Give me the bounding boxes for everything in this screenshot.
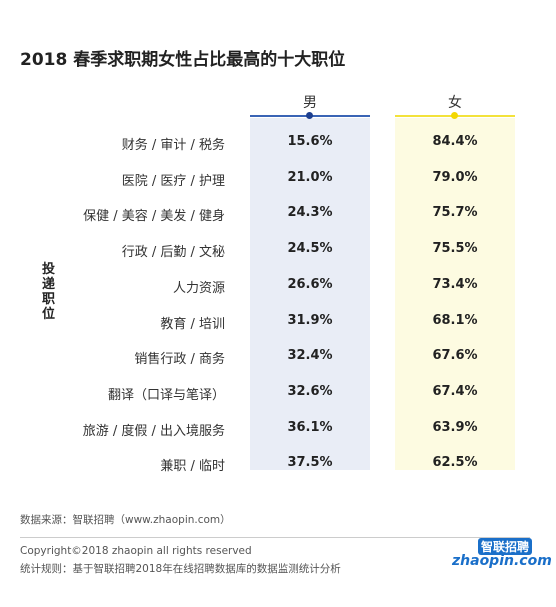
- cell: 68.1%: [432, 312, 478, 328]
- cell: 67.6%: [432, 348, 478, 364]
- header-dot: [306, 112, 313, 119]
- cell: 84.4%: [432, 134, 478, 149]
- logo: 智联招聘: [478, 538, 533, 555]
- cell: 24.3%: [287, 205, 333, 221]
- copyright: Copyright©2018 zhaopin all rights reserv…: [20, 545, 252, 557]
- row-label: 销售行政 / 商务: [134, 352, 225, 368]
- header-dot: [451, 112, 458, 119]
- cell: 75.7%: [432, 205, 478, 221]
- cell: 37.5%: [287, 455, 333, 471]
- row-label: 行政 / 后勤 / 文秘: [121, 245, 225, 261]
- logo-url: zhaopin.com: [452, 553, 552, 569]
- cell: 32.4%: [287, 348, 333, 364]
- cell: 26.6%: [287, 276, 333, 292]
- row-label: 兼职 / 临时: [160, 459, 225, 475]
- row-label: 保健 / 美容 / 美发 / 健身: [83, 209, 225, 225]
- source: 数据来源：智联招聘（www.zhaopin.com）: [20, 514, 231, 526]
- cell: 62.5%: [432, 455, 478, 471]
- column-header: 男: [303, 95, 317, 111]
- row-label: 旅游 / 度假 / 出入境服务: [82, 423, 225, 439]
- cell: 67.4%: [432, 383, 478, 399]
- cell: 63.9%: [432, 419, 478, 435]
- cell: 15.6%: [287, 134, 333, 149]
- cell: 73.4%: [432, 276, 478, 292]
- row-label: 教育 / 培训: [160, 316, 225, 332]
- title: 2018 春季求职期女性占比最高的十大职位: [20, 50, 346, 70]
- male-column-bg: [250, 118, 370, 470]
- column-header: 女: [448, 95, 462, 111]
- cell: 21.0%: [287, 169, 333, 185]
- row-axis-label: 投递职位: [42, 262, 56, 322]
- separator: [20, 537, 530, 538]
- cell: 75.5%: [432, 241, 478, 257]
- female-column-bg: [395, 118, 515, 470]
- cell: 79.0%: [432, 169, 478, 185]
- row-label: 翻译（口译与笔译）: [107, 387, 225, 403]
- cell: 31.9%: [287, 312, 333, 328]
- rule: 统计规则：基于智联招聘2018年在线招聘数据库的数据监测统计分析: [20, 563, 341, 575]
- row-label: 财务 / 审计 / 税务: [121, 138, 225, 153]
- row-label: 医院 / 医疗 / 护理: [121, 173, 225, 189]
- cell: 32.6%: [287, 383, 333, 399]
- cell: 36.1%: [287, 419, 333, 435]
- row-label: 人力资源: [172, 280, 225, 296]
- cell: 24.5%: [287, 241, 333, 257]
